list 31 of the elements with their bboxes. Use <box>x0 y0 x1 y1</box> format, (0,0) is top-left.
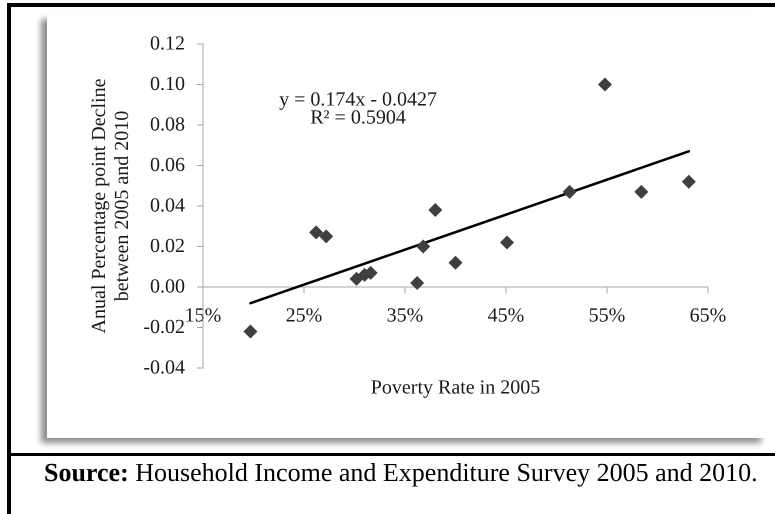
point <box>428 203 442 218</box>
x-tick-label: 15% <box>184 304 222 326</box>
y-tick-label: -0.04 <box>143 356 185 378</box>
point <box>410 276 424 290</box>
point <box>243 324 258 339</box>
y-tick-label: 0.10 <box>150 72 185 95</box>
point <box>562 184 577 199</box>
point <box>448 256 462 270</box>
x-tick-label: 35% <box>386 304 424 326</box>
point <box>500 235 514 250</box>
y-tick-label: 0.12 <box>150 32 185 54</box>
point <box>634 184 648 199</box>
y-tick-label: 0.02 <box>150 234 185 257</box>
y-tick-label: 0.00 <box>150 275 185 298</box>
point <box>598 78 612 92</box>
x-tick-label: 55% <box>588 304 626 326</box>
x-tick-label: 65% <box>690 304 726 326</box>
source-note: Source: Household Income and Expenditure Survey 2005 and 2010. <box>44 458 758 487</box>
point <box>309 225 324 240</box>
x-tick-label: 45% <box>488 304 524 326</box>
point <box>682 174 696 189</box>
y-tick-label: 0.08 <box>150 113 185 136</box>
x-axis-title: Poverty Rate in 2005 <box>370 376 540 398</box>
y-axis-title: Anual Percentage point Decline between 2005 and 2010 <box>88 78 133 334</box>
y-tick-label: -0.02 <box>143 316 185 338</box>
y-tick-label: 0.04 <box>150 194 185 216</box>
point <box>350 272 364 286</box>
y-tick-label: 0.06 <box>150 154 185 176</box>
x-tick-label: 25% <box>286 304 322 326</box>
point <box>416 240 430 254</box>
point <box>319 229 334 244</box>
